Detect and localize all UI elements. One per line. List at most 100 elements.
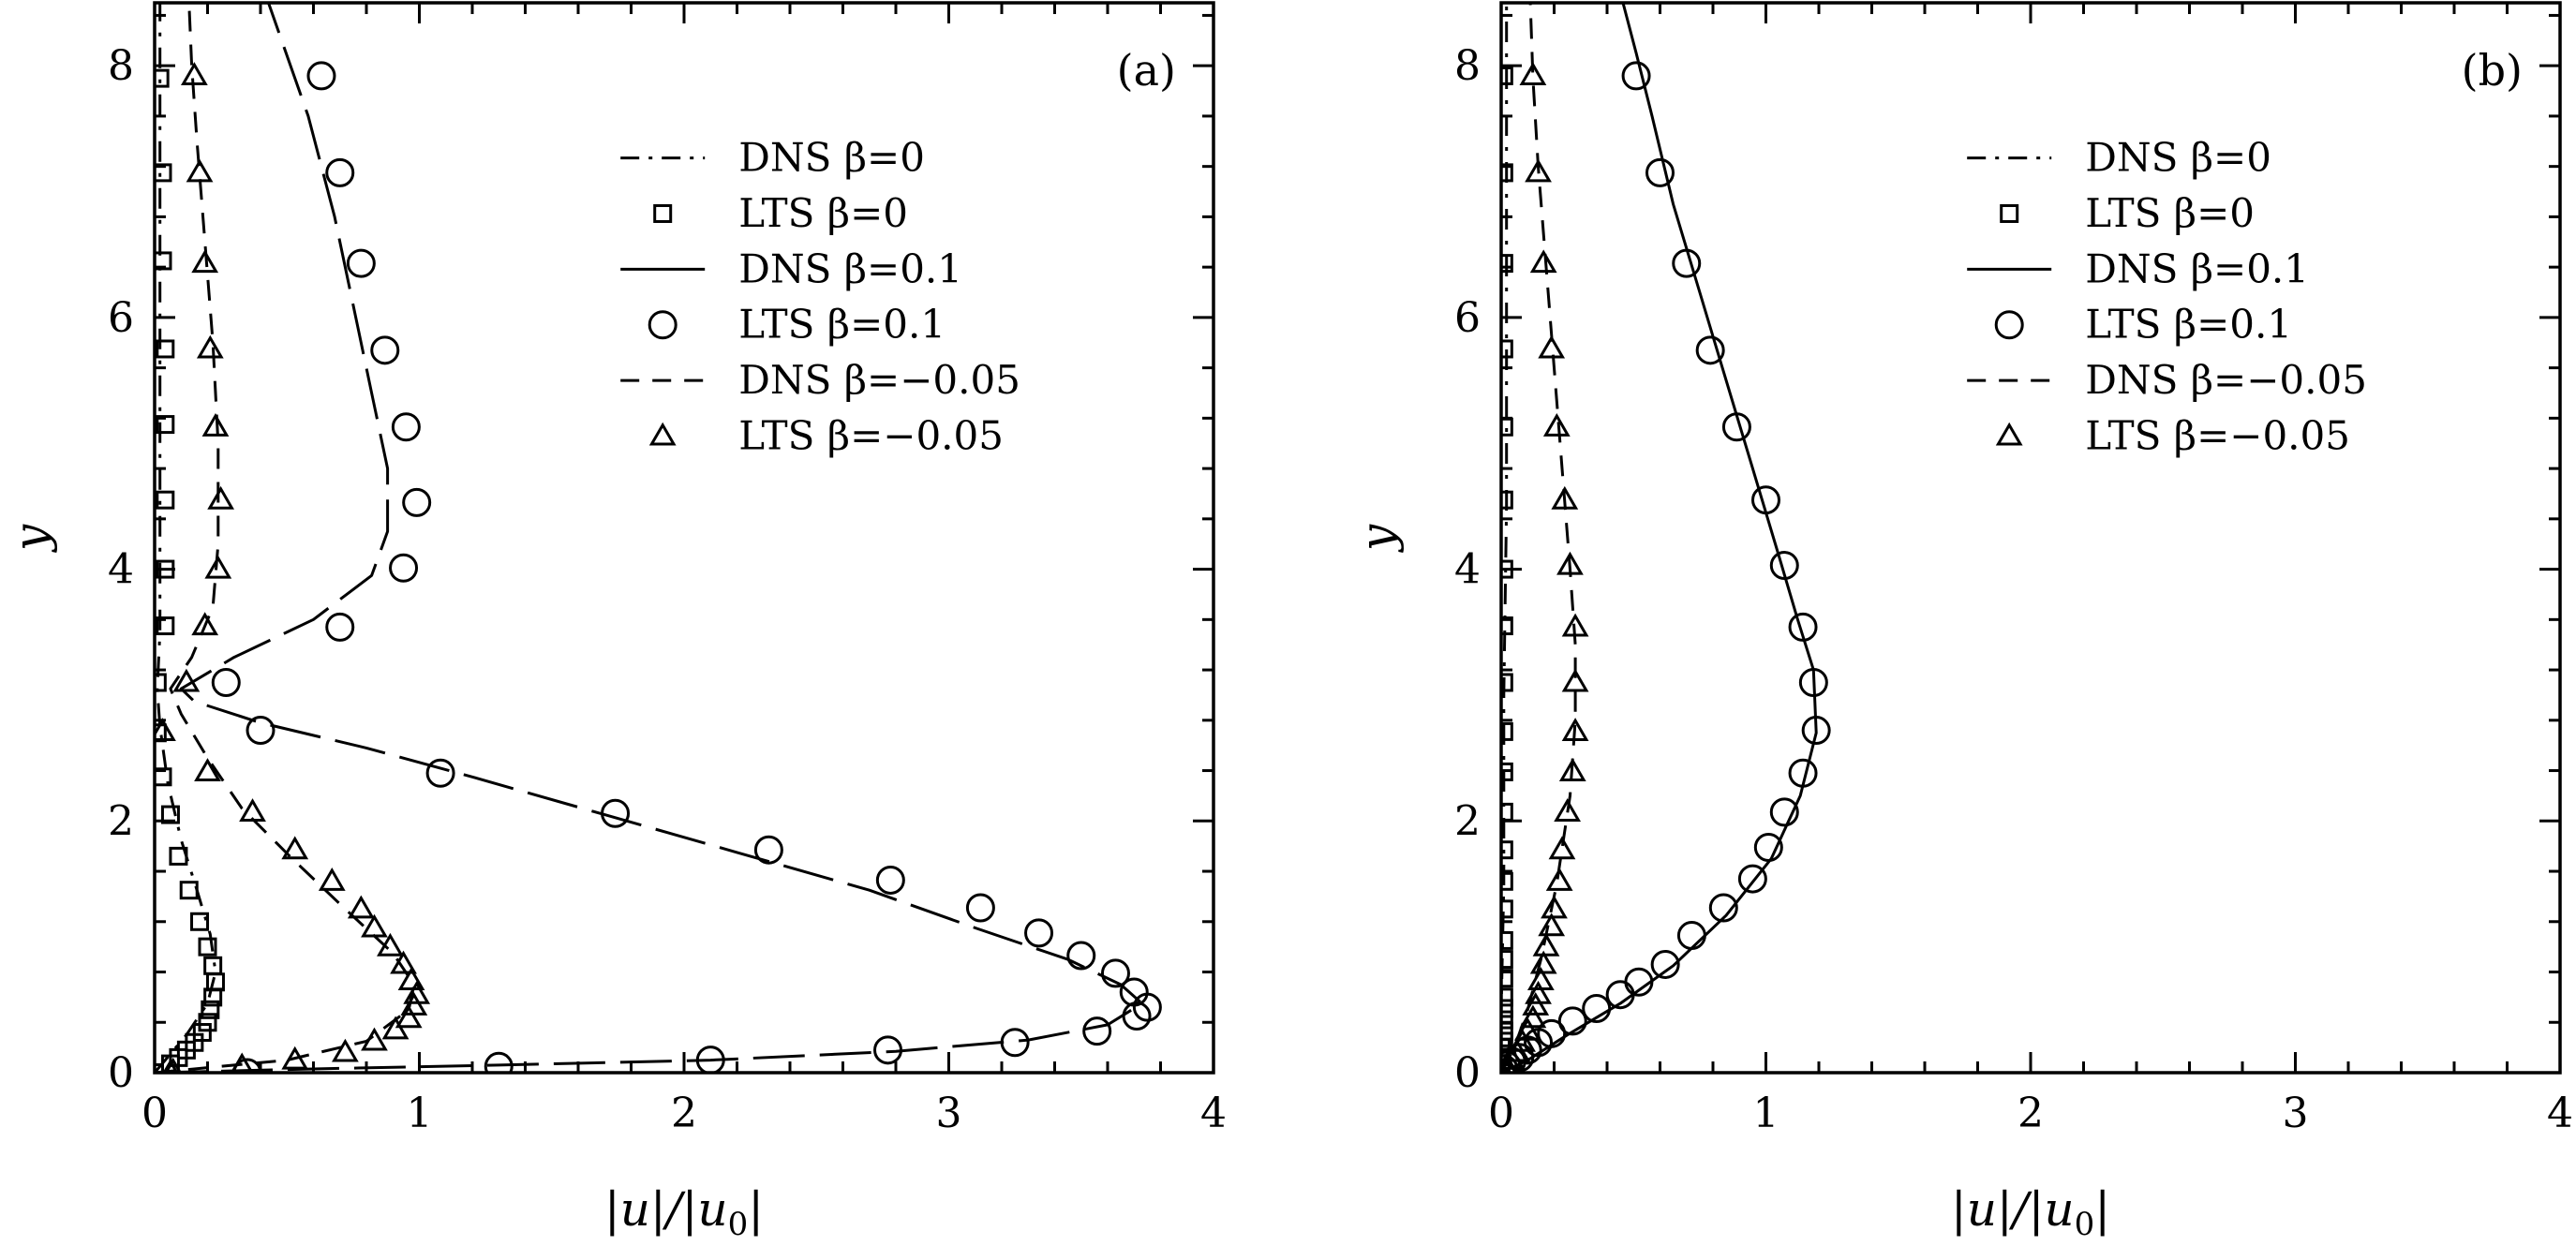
data-point-circle [965, 893, 995, 923]
data-point-triangle [377, 932, 404, 957]
series-line [1501, 3, 1818, 1073]
data-point-circle [1753, 833, 1783, 863]
data-point-circle [1557, 1006, 1587, 1036]
data-point-circle [1801, 716, 1831, 746]
data-point-circle [1621, 61, 1651, 91]
data-point-circle [346, 248, 376, 278]
data-point-circle [1751, 485, 1780, 515]
data-point-circle [1082, 1016, 1112, 1046]
data-point-square [1501, 490, 1513, 510]
data-point-circle [753, 835, 783, 865]
data-point-circle [601, 798, 631, 828]
data-point-triangle [164, 1057, 183, 1073]
legend-label: LTS β=0.1 [738, 302, 946, 348]
data-point-circle [232, 1058, 262, 1073]
data-point-triangle [172, 668, 201, 692]
data-point-triangle [1509, 1028, 1536, 1052]
data-point-square [1501, 721, 1513, 741]
data-point-triangle [201, 412, 230, 437]
data-point-circle [1695, 335, 1725, 365]
y-tick-label: 8 [1454, 42, 1481, 90]
data-point-circle [1672, 248, 1702, 278]
legend-marker-triangle [1995, 422, 2023, 446]
data-point-square [156, 415, 175, 435]
data-point-triangle [1554, 798, 1582, 822]
data-point-triangle [186, 158, 214, 183]
y-tick-label: 4 [108, 546, 134, 594]
data-point-square [156, 616, 175, 636]
data-point-square [198, 1013, 217, 1032]
data-point-square [1501, 254, 1513, 274]
legend-label: DNS β=−0.05 [738, 357, 1020, 403]
legend-label: LTS β=0.1 [2085, 302, 2292, 348]
legend-label: LTS β=−0.05 [738, 413, 1004, 459]
data-point-square [1501, 840, 1513, 860]
y-tick-label: 2 [108, 797, 134, 845]
data-point-triangle [1541, 895, 1568, 919]
data-point-triangle [180, 62, 208, 85]
data-point-square [1501, 163, 1513, 183]
x-tick-label: 1 [1753, 1090, 1779, 1137]
legend-marker-circle [648, 310, 678, 340]
y-tick-label: 8 [108, 42, 134, 90]
panel-label: (b) [2462, 45, 2523, 96]
legend: DNS β=0 LTS β=0 DNS β=0.1 LTS β=0.1 DNS β=−0… [620, 135, 1020, 459]
legend-marker-square [2000, 203, 2019, 223]
legend-marker-square [653, 203, 673, 223]
data-point-circle [1798, 668, 1828, 698]
data-point-circle [1721, 412, 1751, 442]
data-point-square [1501, 950, 1513, 970]
data-point-circle [1066, 941, 1096, 971]
data-point-triangle [397, 967, 425, 990]
data-point-circle [1788, 612, 1818, 642]
x-axis-title: |u|/|u0| [1951, 1182, 2110, 1243]
data-point-square [169, 846, 188, 866]
legend-label: LTS β=0 [738, 190, 908, 236]
data-point-triangle [1558, 758, 1586, 781]
data-point-square [1501, 1031, 1513, 1051]
data-point-circle [873, 1035, 903, 1065]
data-point-square [1501, 1021, 1513, 1041]
data-point-circle [1708, 893, 1738, 923]
data-point-square [192, 1023, 212, 1043]
data-point-triangle [1501, 1052, 1519, 1073]
data-point-square [1501, 559, 1513, 579]
legend-label: LTS β=−0.05 [2085, 413, 2350, 459]
data-point-triangle [1525, 980, 1552, 1004]
data-point-circle [1769, 797, 1799, 827]
series-line [155, 3, 1144, 1073]
x-tick-label: 0 [141, 1090, 168, 1137]
data-point-square [198, 937, 217, 957]
data-point-square [160, 805, 180, 824]
data-point-triangle [1525, 158, 1552, 183]
data-point-circle [1650, 949, 1680, 979]
legend-label: LTS β=0 [2085, 190, 2255, 236]
data-point-square [1501, 871, 1513, 891]
y-tick-label: 2 [1454, 797, 1481, 845]
y-axis-title: y [1350, 524, 1405, 553]
data-point-triangle [281, 1046, 309, 1070]
data-point-triangle [1529, 249, 1557, 274]
x-tick-label: 2 [2018, 1090, 2044, 1137]
x-tick-label: 3 [936, 1090, 962, 1137]
plot-area [1501, 3, 1831, 1073]
data-point-triangle [1556, 551, 1584, 575]
data-point-square [203, 956, 223, 975]
data-point-square [1501, 969, 1513, 988]
data-point-circle [325, 157, 355, 187]
data-point-circle [211, 668, 241, 698]
series-line [155, 3, 217, 1073]
data-point-square [1501, 616, 1513, 636]
data-point-square [1501, 673, 1513, 692]
data-point-triangle [395, 1004, 423, 1029]
legend-label: DNS β=0.1 [2085, 245, 2309, 291]
data-point-square [179, 881, 199, 900]
legend-label: DNS β=0.1 [738, 245, 962, 291]
data-point-square [155, 163, 172, 183]
x-tick-label: 0 [1488, 1090, 1514, 1137]
data-point-circle [306, 61, 336, 91]
plot-frame [153, 1, 1215, 1075]
y-axis-title: y [4, 524, 58, 553]
x-tick-label: 2 [671, 1090, 697, 1137]
